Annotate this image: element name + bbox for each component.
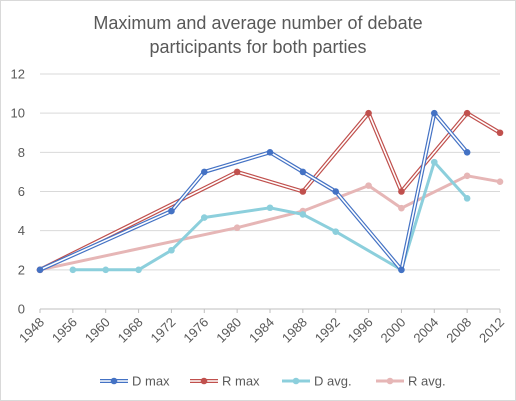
y-axis-ticks: 0 2 4 6 8 10 12: [11, 67, 25, 317]
data-point-d-avg: [463, 195, 471, 202]
data-point-d-avg: [135, 266, 142, 274]
data-point-r-max: [365, 109, 372, 117]
legend-label: D max: [132, 374, 170, 389]
data-point-d-avg: [266, 204, 274, 212]
x-tick-label: 2012: [476, 315, 507, 346]
legend-label: R max: [222, 374, 260, 389]
data-point-d-avg: [332, 228, 340, 235]
legend-label: R avg.: [408, 374, 446, 389]
data-point-r-avg: [398, 204, 405, 212]
data-point-r-avg: [496, 178, 504, 186]
data-point-d-max: [168, 207, 175, 215]
y-tick-label: 12: [11, 67, 25, 82]
legend-marker: [200, 377, 208, 385]
data-point-r-avg: [365, 182, 372, 189]
data-point-r-max: [496, 129, 504, 137]
x-tick-label: 2000: [377, 315, 408, 346]
x-axis-ticks: 1948 1956 1960 1968 1972 1976 1980 1984 1988 1992…: [16, 309, 507, 346]
y-tick-label: 2: [18, 262, 25, 277]
series-line-r-avg: [39, 174, 501, 272]
data-point-d-max: [398, 266, 405, 274]
data-point-r-max: [398, 188, 405, 195]
data-point-d-max: [332, 188, 340, 195]
y-tick-label: 10: [11, 106, 25, 121]
data-point-d-avg: [200, 214, 208, 221]
data-point-d-avg: [430, 158, 438, 166]
chart-title: Maximum and average number of debate part…: [93, 13, 422, 57]
data-point-d-max: [200, 168, 208, 176]
legend-marker: [292, 377, 300, 385]
data-point-d-avg: [69, 266, 77, 274]
data-point-d-avg: [102, 266, 110, 274]
data-point-d-max: [299, 168, 307, 176]
x-tick-label: 1976: [180, 315, 211, 346]
legend-item-r-max: R max: [190, 374, 260, 389]
x-tick-label: 1960: [82, 315, 113, 346]
y-tick-label: 4: [18, 223, 25, 238]
legend-label: D avg.: [314, 374, 352, 389]
data-point-r-max: [463, 109, 471, 117]
series-d-avg: [69, 158, 471, 274]
series-line-d-avg: [72, 160, 469, 272]
x-tick-label: 2004: [410, 315, 441, 346]
data-point-d-avg: [299, 211, 307, 218]
x-tick-label: 1968: [115, 315, 146, 346]
data-point-d-max: [463, 149, 471, 156]
gridlines: [40, 73, 500, 310]
x-tick-label: 1992: [312, 315, 343, 346]
data-point-d-avg: [168, 246, 175, 254]
y-tick-label: 6: [18, 184, 25, 199]
x-tick-label: 1972: [147, 315, 178, 346]
y-tick-label: 8: [18, 145, 25, 160]
series-r-avg: [36, 172, 504, 274]
x-tick-label: 1996: [345, 315, 376, 346]
x-tick-label: 1980: [213, 315, 244, 346]
data-point-r-avg: [233, 224, 241, 232]
y-tick-label: 0: [18, 302, 25, 317]
data-point-r-max: [233, 168, 241, 176]
data-point-r-max: [299, 188, 307, 195]
legend-marker: [110, 377, 118, 385]
data-point-r-avg: [463, 172, 471, 180]
data-point-d-max: [430, 109, 438, 117]
chart-title-line: participants for both parties: [149, 37, 366, 57]
x-tick-label: 1956: [49, 315, 80, 346]
chart-title-line: Maximum and average number of debate: [93, 13, 422, 33]
series-lines: [36, 109, 504, 274]
legend: D max R max D avg. R avg.: [100, 374, 446, 389]
legend-item-d-avg: D avg.: [282, 374, 352, 389]
x-tick-label: 1988: [279, 315, 310, 346]
x-tick-label: 2008: [443, 315, 474, 346]
data-point-d-max: [266, 149, 274, 156]
data-point-d-max: [36, 266, 44, 274]
legend-item-r-avg: R avg.: [376, 374, 446, 389]
series-d-max: [36, 109, 471, 274]
x-tick-label: 1948: [16, 315, 47, 346]
x-tick-label: 1984: [246, 315, 277, 346]
legend-item-d-max: D max: [100, 374, 170, 389]
legend-marker: [386, 377, 394, 385]
